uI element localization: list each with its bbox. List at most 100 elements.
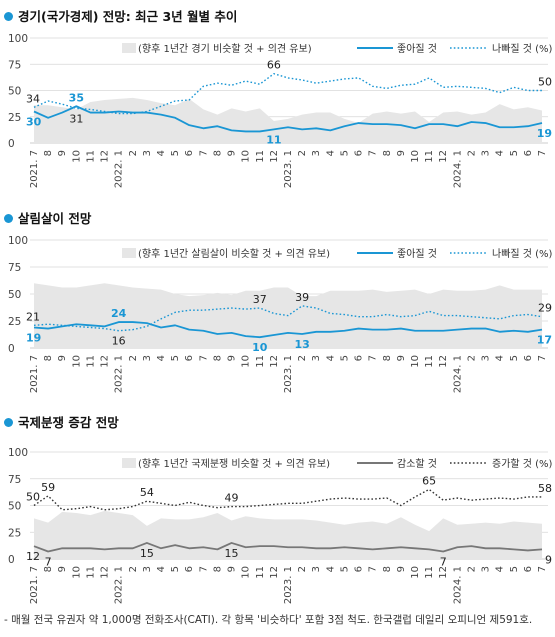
chart-title-text: 국제분쟁 증감 전망 bbox=[18, 415, 119, 430]
y-tick-label: 0 bbox=[8, 138, 15, 150]
legend-band-swatch bbox=[122, 458, 136, 468]
y-tick-label: 50 bbox=[8, 501, 21, 513]
legend-dotted-label: 나빠질 것 (%) bbox=[492, 248, 553, 260]
data-label: 7 bbox=[45, 556, 52, 569]
x-tick-label: 3 bbox=[142, 355, 153, 361]
x-tick-label: 2023. 1 bbox=[283, 355, 294, 393]
x-tick-label: 2021. 7 bbox=[29, 150, 40, 188]
x-tick-label: 2 bbox=[297, 566, 308, 572]
y-tick-label: 100 bbox=[8, 33, 28, 45]
x-tick-label: 2024. 1 bbox=[452, 566, 463, 604]
data-label: 58 bbox=[538, 482, 552, 495]
x-tick-label: 2 bbox=[466, 355, 477, 361]
x-tick-label: 3 bbox=[481, 566, 492, 572]
chart-title: 경기(국가경제) 전망: 최근 3년 월별 추이 bbox=[4, 6, 237, 25]
x-tick-label: 12 bbox=[438, 150, 449, 163]
data-label: 9 bbox=[545, 553, 552, 566]
y-tick-label: 0 bbox=[8, 554, 15, 566]
data-label: 29 bbox=[538, 302, 552, 315]
x-tick-label: 2 bbox=[128, 150, 139, 156]
x-tick-label: 2021. 7 bbox=[29, 566, 40, 604]
x-tick-label: 12 bbox=[438, 355, 449, 368]
x-tick-label: 11 bbox=[424, 355, 435, 368]
x-tick-label: 8 bbox=[382, 150, 393, 156]
x-tick-label: 11 bbox=[255, 566, 266, 579]
chart-title: 살림살이 전망 bbox=[4, 208, 91, 227]
chart-title-text: 경기(국가경제) 전망: 최근 3년 월별 추이 bbox=[18, 9, 238, 24]
x-tick-label: 4 bbox=[495, 566, 506, 572]
x-tick-label: 6 bbox=[354, 566, 365, 572]
x-tick-label: 6 bbox=[184, 566, 195, 572]
x-tick-label: 2023. 1 bbox=[283, 150, 294, 188]
legend-solid-label: 좋아질 것 bbox=[397, 43, 437, 55]
x-tick-label: 9 bbox=[227, 355, 238, 361]
x-tick-label: 9 bbox=[57, 150, 68, 156]
x-tick-label: 4 bbox=[495, 355, 506, 361]
data-label: 31 bbox=[69, 112, 83, 125]
x-tick-label: 2 bbox=[128, 566, 139, 572]
x-tick-label: 4 bbox=[325, 566, 336, 572]
x-tick-label: 8 bbox=[43, 355, 54, 361]
x-tick-label: 5 bbox=[170, 150, 181, 156]
x-tick-label: 7 bbox=[537, 566, 548, 572]
x-tick-label: 8 bbox=[382, 355, 393, 361]
x-tick-label: 5 bbox=[509, 566, 520, 572]
y-tick-label: 75 bbox=[8, 59, 21, 71]
x-tick-label: 5 bbox=[339, 150, 350, 156]
data-label: 21 bbox=[26, 310, 40, 323]
x-tick-label: 8 bbox=[43, 150, 54, 156]
legend-band-label: (향후 1년간 국제분쟁 비슷할 것 + 의견 유보) bbox=[138, 458, 330, 470]
y-tick-label: 0 bbox=[8, 343, 15, 355]
x-tick-label: 5 bbox=[170, 355, 181, 361]
data-label: 24 bbox=[111, 307, 127, 320]
x-tick-label: 10 bbox=[410, 566, 421, 579]
x-tick-label: 8 bbox=[43, 566, 54, 572]
x-tick-label: 11 bbox=[85, 355, 96, 368]
data-label: 19 bbox=[26, 331, 41, 344]
band-area bbox=[34, 97, 542, 143]
data-label: 50 bbox=[538, 76, 552, 89]
data-label: 34 bbox=[26, 92, 40, 105]
x-tick-label: 4 bbox=[325, 355, 336, 361]
chart-panel-household: 살림살이 전망 0 25 50 75 100 21 19 24 16 37 10 39 13 29 17 (향… bbox=[0, 200, 555, 405]
x-tick-label: 6 bbox=[184, 355, 195, 361]
x-tick-label: 6 bbox=[523, 566, 534, 572]
x-tick-label: 2024. 1 bbox=[452, 150, 463, 188]
x-tick-label: 2021. 7 bbox=[29, 355, 40, 393]
x-tick-label: 6 bbox=[354, 355, 365, 361]
chart-title-text: 살림살이 전망 bbox=[18, 211, 92, 226]
x-tick-label: 7 bbox=[537, 150, 548, 156]
data-label: 15 bbox=[140, 547, 154, 560]
y-tick-label: 100 bbox=[8, 235, 28, 247]
y-tick-label: 100 bbox=[8, 447, 28, 459]
x-tick-label: 2023. 1 bbox=[283, 566, 294, 604]
series-line bbox=[33, 72, 542, 115]
x-tick-label: 3 bbox=[142, 150, 153, 156]
x-tick-label: 9 bbox=[227, 566, 238, 572]
x-tick-label: 12 bbox=[100, 566, 111, 579]
chart-panel-conflict: 국제분쟁 증감 전망 0 25 50 75 100 50 59 12 7 54 15 49 15 65 7 5… bbox=[0, 405, 555, 610]
x-tick-label: 2 bbox=[297, 150, 308, 156]
series-line bbox=[33, 488, 542, 511]
x-tick-label: 10 bbox=[410, 150, 421, 163]
x-tick-label: 9 bbox=[396, 150, 407, 156]
series-line bbox=[33, 105, 543, 133]
y-tick-label: 25 bbox=[8, 112, 21, 124]
x-tick-label: 4 bbox=[156, 355, 167, 361]
x-tick-label: 9 bbox=[396, 355, 407, 361]
x-tick-label: 10 bbox=[71, 355, 82, 368]
legend-dotted-label: 나빠질 것 (%) bbox=[492, 43, 553, 55]
x-tick-label: 3 bbox=[311, 150, 322, 156]
series-line bbox=[33, 321, 543, 339]
x-tick-label: 2022. 1 bbox=[114, 150, 125, 188]
x-tick-label: 5 bbox=[339, 566, 350, 572]
data-label: 37 bbox=[253, 293, 267, 306]
data-label: 10 bbox=[252, 341, 268, 354]
legend-band-swatch bbox=[122, 248, 136, 258]
x-tick-label: 4 bbox=[156, 150, 167, 156]
y-tick-label: 75 bbox=[8, 474, 21, 486]
x-tick-label: 3 bbox=[481, 355, 492, 361]
x-tick-label: 12 bbox=[100, 355, 111, 368]
x-tick-label: 10 bbox=[71, 566, 82, 579]
